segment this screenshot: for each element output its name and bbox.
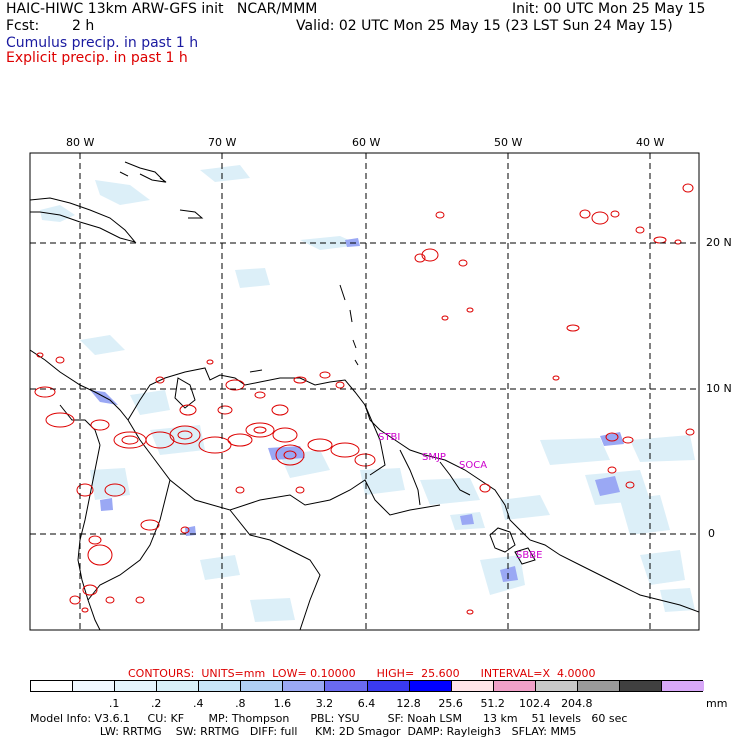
colorbar-swatch (241, 681, 284, 691)
station-smjp: SMJP (422, 452, 446, 463)
map-frame-bg (30, 153, 699, 630)
station-stbi: STBI (378, 432, 401, 443)
coastlines (30, 161, 699, 630)
lat-label-20n: 20 N (706, 236, 732, 249)
colorbar-swatch (661, 681, 704, 691)
forecast-label: Fcst: (6, 18, 40, 34)
colorbar-tick-label: 3.2 (315, 697, 334, 710)
colorbar-tick-label: 1.6 (273, 697, 292, 710)
colorbar (30, 680, 704, 692)
map-frame (29, 152, 700, 631)
colorbar-tick-label: .1 (108, 697, 120, 710)
colorbar-swatch (73, 681, 116, 691)
forecast-value: 2 h (72, 18, 95, 34)
colorbar-swatch (115, 681, 158, 691)
colorbar-swatch (409, 681, 452, 691)
lat-label-0: 0 (708, 527, 715, 540)
colorbar-tick-label: 25.6 (438, 697, 463, 710)
colorbar-tick-label: 12.8 (396, 697, 421, 710)
lat-label-10n: 10 N (706, 382, 732, 395)
lat-lon-grid (30, 153, 699, 630)
contours-info: CONTOURS: UNITS=mm LOW= 0.10000 HIGH= 25… (128, 667, 596, 680)
colorbar-tick-label: 204.8 (561, 697, 593, 710)
colorbar-tick-label: 51.2 (480, 697, 505, 710)
colorbar-swatch (199, 681, 242, 691)
colorbar-swatch (367, 681, 410, 691)
lon-label-70w: 70 W (208, 136, 237, 149)
colorbar-swatch (493, 681, 536, 691)
colorbar-tick-label: .2 (150, 697, 162, 710)
colorbar-unit: mm (706, 697, 728, 710)
colorbar-swatch (535, 681, 578, 691)
colorbar-tick-label: 102.4 (519, 697, 551, 710)
explicit-precip-contours (34, 183, 695, 615)
colorbar-swatch (325, 681, 368, 691)
valid-time: Valid: 02 UTC Mon 25 May 15 (23 LST Sun … (296, 18, 673, 34)
lon-label-40w: 40 W (636, 136, 665, 149)
colorbar-swatch (451, 681, 494, 691)
colorbar-tick-label: .4 (193, 697, 204, 710)
colorbar-swatch (619, 681, 662, 691)
lon-label-50w: 50 W (494, 136, 523, 149)
model-info-line1: Model Info: V3.6.1 CU: KF MP: Thompson P… (30, 712, 628, 725)
colorbar-swatch (283, 681, 326, 691)
colorbar-swatch (31, 681, 74, 691)
lon-label-80w: 80 W (66, 136, 95, 149)
lon-label-60w: 60 W (352, 136, 381, 149)
model-title: HAIC-HIWC 13km ARW-GFS init NCAR/MMM (6, 1, 318, 17)
model-info-line2: LW: RRTMG SW: RRTMG DIFF: full KM: 2D Sm… (30, 725, 577, 738)
colorbar-tick-label: 6.4 (357, 697, 376, 710)
station-sbbe: SBBE (516, 550, 543, 561)
legend-cumulus: Cumulus precip. in past 1 h (6, 35, 199, 51)
colorbar-swatch (157, 681, 200, 691)
legend-explicit: Explicit precip. in past 1 h (6, 50, 188, 66)
station-soca: SOCA (459, 460, 488, 471)
cumulus-precip-light (40, 165, 695, 622)
colorbar-tick-label: .8 (235, 697, 246, 710)
init-time: Init: 00 UTC Mon 25 May 15 (512, 1, 706, 17)
colorbar-swatch (577, 681, 620, 691)
